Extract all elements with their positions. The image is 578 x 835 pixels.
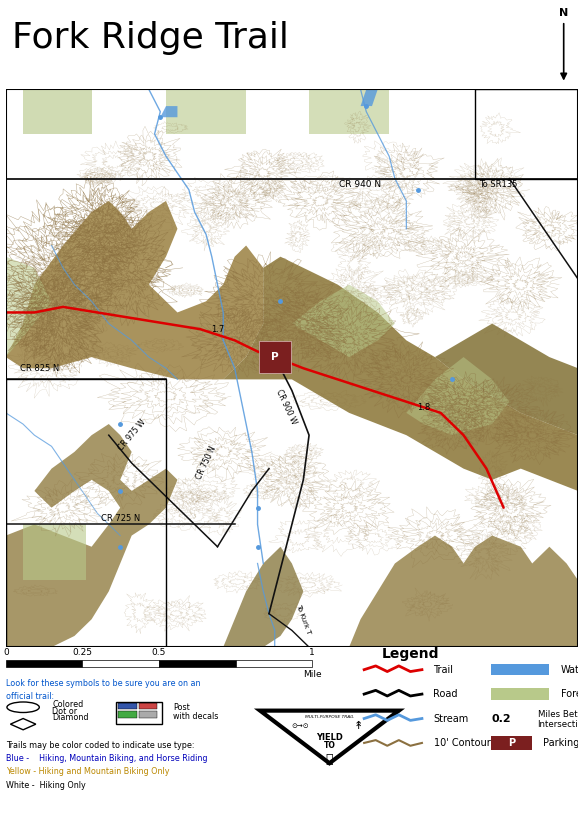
Text: P: P bbox=[508, 738, 515, 748]
Text: MULTI-PURPOSE TRAIL: MULTI-PURPOSE TRAIL bbox=[305, 716, 354, 719]
Polygon shape bbox=[6, 256, 51, 357]
Bar bbox=[139, 711, 157, 717]
Text: Trails may be color coded to indicate use type:: Trails may be color coded to indicate us… bbox=[6, 741, 194, 750]
Text: 0.2: 0.2 bbox=[491, 714, 511, 723]
Bar bbox=[6, 379, 166, 647]
Text: Post: Post bbox=[173, 703, 190, 711]
Polygon shape bbox=[260, 711, 399, 763]
Text: Yellow - Hiking and Mountain Biking Only: Yellow - Hiking and Mountain Biking Only bbox=[6, 767, 169, 777]
Polygon shape bbox=[361, 89, 378, 106]
Text: White -  Hiking Only: White - Hiking Only bbox=[6, 781, 86, 790]
Bar bbox=[491, 736, 532, 750]
Text: CR 940 N: CR 940 N bbox=[339, 180, 381, 189]
Bar bbox=[236, 660, 312, 667]
Bar bbox=[491, 688, 549, 700]
Text: Parking: Parking bbox=[543, 738, 578, 748]
Bar bbox=[118, 711, 137, 717]
Text: Mile: Mile bbox=[303, 670, 321, 679]
Text: Water: Water bbox=[561, 665, 578, 675]
Text: CR 825 N: CR 825 N bbox=[20, 364, 60, 372]
Text: N: N bbox=[559, 8, 568, 18]
Text: 0: 0 bbox=[3, 649, 9, 657]
Text: CR 900 W: CR 900 W bbox=[274, 388, 298, 426]
Text: Forest Service: Forest Service bbox=[561, 689, 578, 699]
Polygon shape bbox=[309, 89, 389, 134]
Text: Blue -    Hiking, Mountain Biking, and Horse Riding: Blue - Hiking, Mountain Biking, and Hors… bbox=[6, 754, 208, 763]
Text: YIELD: YIELD bbox=[316, 733, 343, 741]
Text: To SR135: To SR135 bbox=[479, 180, 517, 189]
Bar bbox=[139, 702, 157, 709]
Text: P: P bbox=[271, 352, 279, 362]
Polygon shape bbox=[6, 424, 177, 647]
Bar bbox=[475, 89, 578, 179]
Polygon shape bbox=[6, 201, 264, 379]
Text: Miles Between: Miles Between bbox=[538, 711, 578, 719]
Bar bbox=[159, 660, 236, 667]
Text: Diamond: Diamond bbox=[52, 713, 88, 722]
Polygon shape bbox=[406, 357, 509, 435]
Text: Fork Ridge Trail: Fork Ridge Trail bbox=[12, 21, 288, 54]
Bar bbox=[118, 702, 137, 709]
Text: 1: 1 bbox=[309, 649, 315, 657]
Bar bbox=[491, 664, 549, 676]
Polygon shape bbox=[349, 535, 578, 647]
Text: ↟: ↟ bbox=[354, 721, 363, 731]
Text: ⊙→⊙: ⊙→⊙ bbox=[292, 723, 309, 729]
Text: To Kurk T: To Kurk T bbox=[295, 604, 312, 635]
Text: Look for these symbols to be sure you are on an: Look for these symbols to be sure you ar… bbox=[6, 679, 201, 688]
Text: Trail: Trail bbox=[434, 665, 454, 675]
Bar bbox=[6, 660, 83, 667]
Text: CR 750 N: CR 750 N bbox=[194, 445, 218, 481]
Text: official trail:: official trail: bbox=[6, 692, 54, 701]
Bar bbox=[116, 701, 162, 724]
Text: 1.7: 1.7 bbox=[211, 325, 224, 334]
Polygon shape bbox=[292, 285, 395, 357]
Polygon shape bbox=[23, 524, 86, 580]
Text: Legend: Legend bbox=[381, 647, 439, 661]
Polygon shape bbox=[160, 106, 177, 117]
Polygon shape bbox=[166, 89, 246, 134]
Text: 🐴: 🐴 bbox=[326, 753, 333, 767]
Text: CR 975 W: CR 975 W bbox=[116, 418, 147, 453]
Text: 0.25: 0.25 bbox=[72, 649, 92, 657]
Text: Intersections: Intersections bbox=[538, 720, 578, 729]
Polygon shape bbox=[435, 324, 578, 435]
Text: 0.5: 0.5 bbox=[152, 649, 166, 657]
FancyBboxPatch shape bbox=[259, 342, 291, 372]
Polygon shape bbox=[223, 256, 578, 491]
Text: Stream: Stream bbox=[434, 714, 469, 723]
Text: TO: TO bbox=[324, 741, 335, 751]
Text: with decals: with decals bbox=[173, 712, 219, 721]
Text: 1.8: 1.8 bbox=[417, 402, 430, 412]
Text: CR 725 N: CR 725 N bbox=[101, 514, 140, 524]
Bar bbox=[83, 660, 159, 667]
Text: 10' Contour: 10' Contour bbox=[434, 738, 490, 748]
Polygon shape bbox=[223, 547, 303, 647]
Text: Road: Road bbox=[434, 689, 458, 699]
Text: Dot or: Dot or bbox=[52, 706, 77, 716]
Polygon shape bbox=[23, 89, 91, 134]
Text: Colored: Colored bbox=[52, 700, 83, 709]
